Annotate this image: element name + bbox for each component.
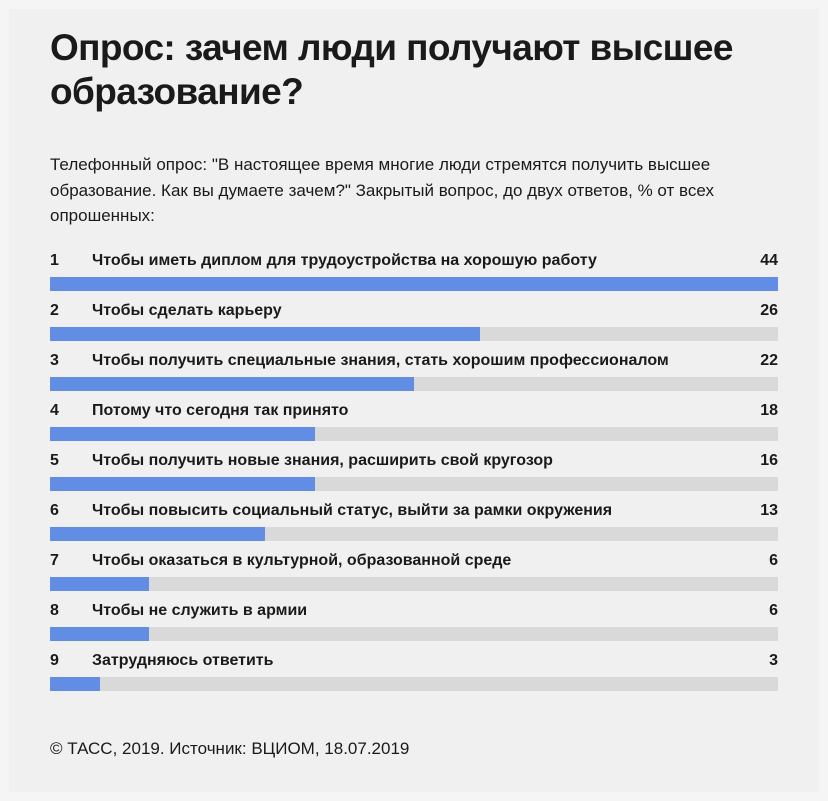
source-attribution: © ТАСС, 2019. Источник: ВЦИОМ, 18.07.201…	[50, 738, 410, 758]
row-rank: 6	[50, 501, 59, 519]
survey-row: 8 Чтобы не служить в армии 6	[50, 601, 778, 641]
bar-track	[50, 276, 778, 291]
bar-fill	[50, 676, 100, 691]
bar-track	[50, 626, 778, 641]
row-rank: 5	[50, 451, 59, 469]
bar-track	[50, 426, 778, 441]
bar-track	[50, 326, 778, 341]
bar-fill	[50, 576, 149, 591]
bar-track	[50, 476, 778, 491]
row-rank: 9	[50, 651, 59, 669]
survey-row-head: 5 Чтобы получить новые знания, расширить…	[50, 451, 778, 471]
survey-row-head: 6 Чтобы повысить социальный статус, выйт…	[50, 501, 778, 521]
row-rank: 8	[50, 601, 59, 619]
bar-fill	[50, 476, 315, 491]
row-label: Чтобы не служить в армии	[92, 601, 308, 619]
bar-track	[50, 576, 778, 591]
row-value: 13	[760, 501, 778, 519]
row-rank: 2	[50, 301, 59, 319]
bar-fill	[50, 376, 414, 391]
survey-row-head: 3 Чтобы получить специальные знания, ста…	[50, 351, 778, 371]
row-label: Чтобы иметь диплом для трудоустройства н…	[92, 251, 597, 269]
row-label: Затрудняюсь ответить	[92, 651, 274, 669]
survey-row-head: 9 Затрудняюсь ответить 3	[50, 651, 778, 671]
bar-fill	[50, 526, 265, 541]
page-title: Опрос: зачем люди получают высшее образо…	[50, 27, 733, 112]
survey-row: 2 Чтобы сделать карьеру 26	[50, 301, 778, 341]
survey-row-head: 1 Чтобы иметь диплом для трудоустройства…	[50, 251, 778, 271]
row-rank: 7	[50, 551, 59, 569]
survey-row: 5 Чтобы получить новые знания, расширить…	[50, 451, 778, 491]
row-value: 6	[769, 551, 778, 569]
row-rank: 1	[50, 251, 59, 269]
row-rank: 3	[50, 351, 59, 369]
bar-fill	[50, 426, 315, 441]
row-value: 44	[760, 251, 778, 269]
row-label: Чтобы повысить социальный статус, выйти …	[92, 501, 613, 519]
bar-fill	[50, 326, 481, 341]
survey-row-head: 4 Потому что сегодня так принято 18	[50, 401, 778, 421]
row-value: 6	[769, 601, 778, 619]
row-value: 16	[760, 451, 778, 469]
bar-fill	[50, 626, 149, 641]
row-label: Чтобы получить специальные знания, стать…	[92, 351, 669, 369]
bar-track	[50, 376, 778, 391]
bar-chart: 1 Чтобы иметь диплом для трудоустройства…	[50, 251, 778, 691]
bar-track	[50, 676, 778, 691]
survey-row: 1 Чтобы иметь диплом для трудоустройства…	[50, 251, 778, 291]
survey-row: 7 Чтобы оказаться в культурной, образова…	[50, 551, 778, 591]
row-value: 3	[769, 651, 778, 669]
row-label: Чтобы оказаться в культурной, образованн…	[92, 551, 512, 569]
survey-row: 3 Чтобы получить специальные знания, ста…	[50, 351, 778, 391]
row-label: Потому что сегодня так принято	[92, 401, 349, 419]
row-value: 26	[760, 301, 778, 319]
bar-fill	[50, 276, 778, 291]
survey-row: 9 Затрудняюсь ответить 3	[50, 651, 778, 691]
survey-row-head: 8 Чтобы не служить в армии 6	[50, 601, 778, 621]
row-rank: 4	[50, 401, 59, 419]
row-value: 18	[760, 401, 778, 419]
survey-row: 6 Чтобы повысить социальный статус, выйт…	[50, 501, 778, 541]
row-value: 22	[760, 351, 778, 369]
survey-row-head: 2 Чтобы сделать карьеру 26	[50, 301, 778, 321]
bar-track	[50, 526, 778, 541]
row-label: Чтобы получить новые знания, расширить с…	[92, 451, 553, 469]
survey-row-head: 7 Чтобы оказаться в культурной, образова…	[50, 551, 778, 571]
survey-row: 4 Потому что сегодня так принято 18	[50, 401, 778, 441]
row-label: Чтобы сделать карьеру	[92, 301, 282, 319]
survey-question-subtitle: Телефонный опрос: "В настоящее время мно…	[50, 155, 714, 225]
